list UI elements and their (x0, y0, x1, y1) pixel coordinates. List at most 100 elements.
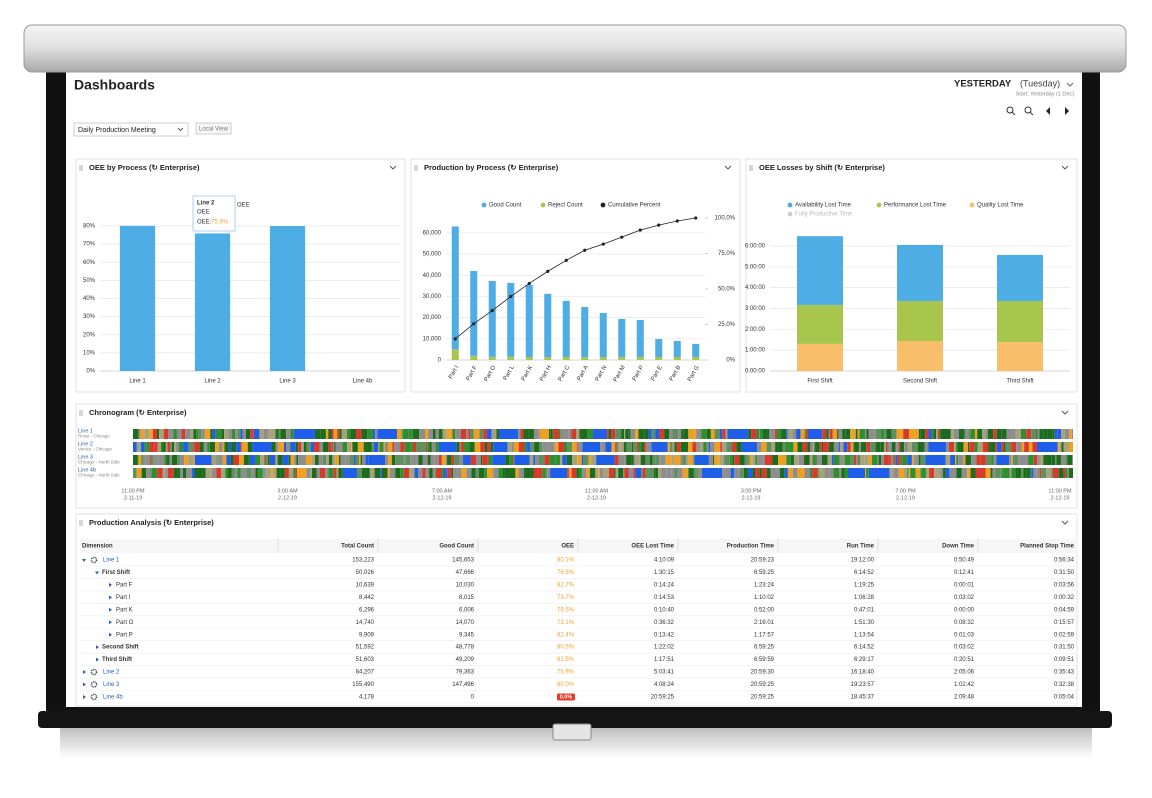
date-label: 2-12-19 (1051, 495, 1070, 501)
period-chevron[interactable] (1066, 82, 1074, 87)
state-segment (778, 442, 783, 452)
state-segment (1008, 468, 1010, 478)
panel-menu[interactable] (724, 165, 732, 170)
state-segment (615, 442, 617, 452)
zoom-out[interactable] (1006, 106, 1016, 116)
expand-toggle[interactable] (95, 571, 99, 575)
cell: 1:23:24 (754, 582, 775, 588)
state-segment (493, 468, 499, 478)
state-segment (218, 442, 223, 452)
state-segment (510, 468, 516, 478)
state-segment (727, 429, 749, 439)
previous[interactable] (1046, 107, 1050, 115)
expand-toggle[interactable] (83, 694, 86, 699)
state-segment (133, 429, 139, 439)
line-point (527, 281, 531, 286)
state-segment (288, 455, 291, 465)
column-header[interactable]: Good Count (439, 544, 474, 550)
cell: 2:09:48 (954, 695, 975, 701)
legend-label[interactable]: Fully Productive Time (795, 212, 853, 218)
view-button-label[interactable]: Local View (199, 127, 229, 133)
expand-toggle[interactable] (109, 607, 112, 612)
dimension: Part K (116, 607, 133, 613)
state-segment (401, 429, 403, 439)
state-segment (598, 468, 600, 478)
dashboard-select[interactable]: Daily Production Meeting (73, 122, 189, 137)
state-segment (496, 429, 499, 439)
legend-label[interactable]: Quality Lost Time (977, 203, 1024, 209)
view-button[interactable]: Local View (195, 122, 232, 135)
next[interactable] (1065, 107, 1069, 115)
state-segment (812, 468, 818, 478)
state-segment (470, 455, 477, 465)
legend-label[interactable]: Reject Count (548, 203, 583, 209)
state-segment (1001, 468, 1004, 478)
column-header[interactable]: Production Time (727, 544, 775, 550)
dimension[interactable]: Line 3 (103, 682, 120, 688)
dashboard-select-label[interactable]: Daily Production Meeting (78, 127, 156, 134)
expand-toggle[interactable] (83, 670, 86, 675)
dimension[interactable]: Line 1 (103, 558, 120, 564)
state-segment (452, 429, 456, 439)
expand-toggle[interactable] (109, 632, 112, 637)
panel-menu[interactable] (1061, 410, 1069, 415)
state-segment (1020, 429, 1027, 439)
expand-toggle[interactable] (109, 582, 112, 587)
period[interactable]: YESTERDAY (954, 79, 1012, 90)
state-segment (708, 442, 711, 452)
state-segment (914, 429, 919, 439)
state-segment (883, 442, 886, 452)
cell: 19:12:00 (851, 558, 875, 564)
column-header[interactable]: Planned Stop Time (1020, 544, 1075, 550)
x-tick-label: Third Shift (1006, 379, 1034, 385)
state-segment (981, 468, 986, 478)
state-segment (706, 429, 711, 439)
expand-toggle[interactable] (82, 559, 86, 562)
panel-menu[interactable] (389, 165, 397, 170)
state-segment (537, 468, 543, 478)
state-segment (295, 468, 298, 478)
state-segment (269, 455, 275, 465)
expand-toggle[interactable] (96, 645, 99, 650)
state-segment (722, 442, 726, 452)
column-header[interactable]: OEE (561, 544, 574, 550)
state-segment (712, 455, 714, 465)
legend-label[interactable]: Cumulative Percent (608, 203, 661, 209)
column-header[interactable]: Dimension (82, 544, 113, 550)
state-segment (819, 442, 822, 452)
state-segment (653, 468, 656, 478)
state-segment (955, 455, 957, 465)
state-segment (282, 455, 289, 465)
state-segment (626, 455, 632, 465)
panel-menu[interactable] (1061, 165, 1069, 170)
state-segment (372, 429, 376, 439)
state-segment (669, 429, 673, 439)
legend-label[interactable]: Good Count (489, 203, 522, 209)
period-day[interactable]: (Tuesday) (1020, 78, 1060, 88)
state-segment (328, 442, 332, 452)
dimension[interactable]: Line 4b (103, 695, 123, 701)
state-segment (787, 468, 793, 478)
legend-label[interactable]: OEE (237, 203, 250, 209)
zoom-in[interactable] (1024, 106, 1034, 116)
panel-menu[interactable] (1061, 520, 1069, 525)
state-segment (696, 468, 699, 478)
state-segment (756, 429, 760, 439)
legend-label[interactable]: Performance Lost Time (884, 203, 947, 209)
column-header[interactable]: Total Count (341, 544, 374, 550)
legend-label[interactable]: Availability Lost Time (795, 203, 852, 209)
column-header[interactable]: Down Time (942, 544, 975, 550)
column-header[interactable]: Run Time (847, 544, 875, 550)
dimension[interactable]: Line 2 (103, 670, 120, 676)
state-segment (1036, 429, 1038, 439)
expand-toggle[interactable] (83, 682, 86, 687)
column-header[interactable]: OEE Lost Time (631, 544, 674, 550)
expand-toggle[interactable] (109, 620, 112, 625)
state-segment (240, 429, 243, 439)
bar-segment (997, 342, 1043, 371)
expand-toggle[interactable] (109, 595, 112, 600)
state-segment (953, 468, 957, 478)
state-segment (826, 429, 829, 439)
state-segment (247, 442, 253, 452)
expand-toggle[interactable] (96, 657, 99, 662)
